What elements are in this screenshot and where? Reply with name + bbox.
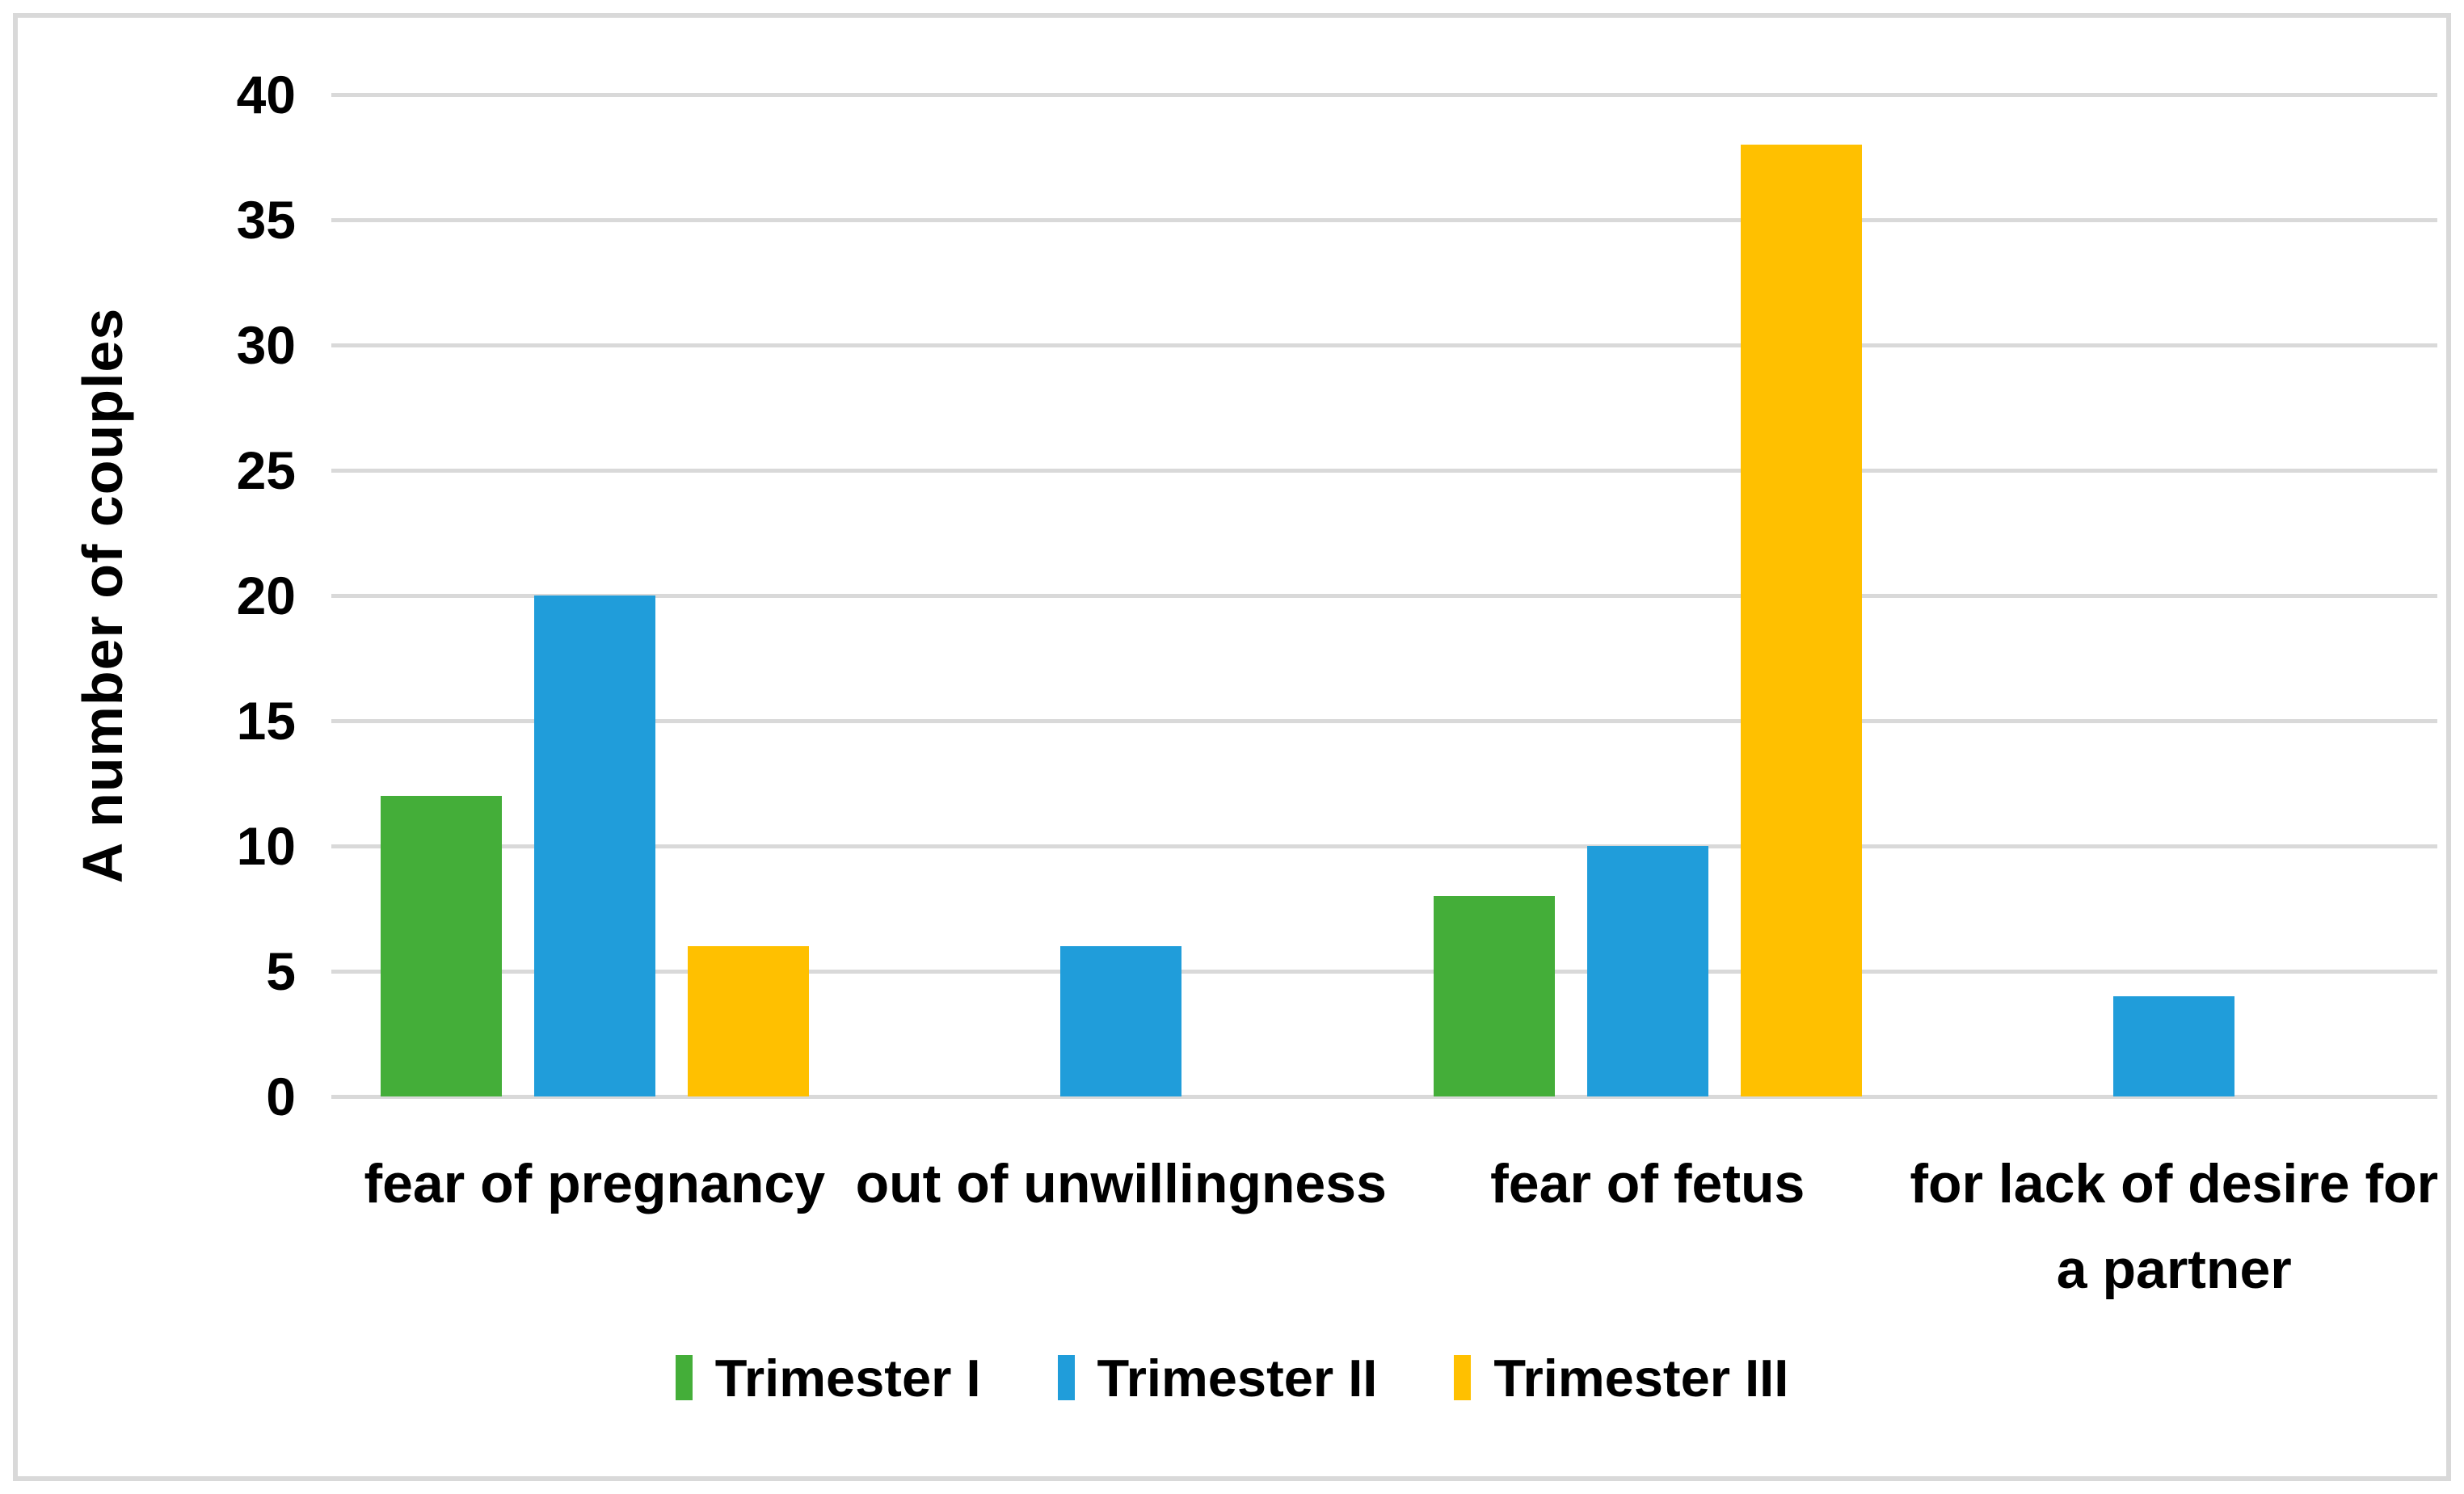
y-tick-label-35: 35 — [236, 190, 296, 250]
y-tick-label-40: 40 — [236, 65, 296, 124]
bar-trimester-iii-fear-of-pregnancy — [687, 946, 809, 1096]
category-label-fear-of-pregnancy: fear of pregnancy — [364, 1153, 826, 1214]
gridline-0 — [331, 1095, 2437, 1099]
category-label-for-lack-of-desire-for: for lack of desire for a partner — [1910, 1153, 2439, 1300]
gridline-20 — [331, 594, 2437, 598]
y-tick-label-20: 20 — [236, 566, 296, 625]
legend-label-trimester-iii: Trimester III — [1493, 1348, 1789, 1408]
gridline-15 — [331, 719, 2437, 723]
category-label-fear-of-fetus: fear of fetus — [1490, 1153, 1805, 1214]
legend-swatch-trimester-ii — [1057, 1355, 1075, 1400]
y-tick-label-15: 15 — [236, 691, 296, 751]
bar-trimester-ii-fear-of-pregnancy — [533, 595, 655, 1096]
bar-trimester-i-fear-of-pregnancy — [380, 796, 502, 1096]
legend-label-trimester-i: Trimester I — [714, 1348, 981, 1408]
gridline-35 — [331, 218, 2437, 222]
y-tick-label-30: 30 — [236, 315, 296, 375]
category-label-out-of-unwillingness: out of unwillingness — [855, 1153, 1387, 1214]
gridline-40 — [331, 93, 2437, 97]
legend-item-trimester-i: Trimester I — [675, 1348, 981, 1408]
chart-frame — [13, 13, 2451, 1481]
gridline-25 — [331, 469, 2437, 473]
y-tick-label-0: 0 — [266, 1067, 296, 1126]
bar-trimester-ii-fear-of-fetus — [1586, 846, 1708, 1096]
bar-trimester-ii-for-lack-of-desire-for — [2113, 996, 2235, 1096]
gridline-10 — [331, 844, 2437, 848]
gridline-30 — [331, 343, 2437, 347]
bar-trimester-iii-fear-of-fetus — [1740, 145, 1862, 1096]
bar-trimester-ii-out-of-unwillingness — [1060, 946, 1182, 1096]
legend-item-trimester-ii: Trimester II — [1057, 1348, 1378, 1408]
y-tick-label-5: 5 — [266, 941, 296, 1001]
legend: Trimester I Trimester II Trimester III — [0, 1337, 2464, 1418]
legend-label-trimester-ii: Trimester II — [1097, 1348, 1378, 1408]
bar-trimester-i-fear-of-fetus — [1433, 896, 1555, 1096]
gridline-5 — [331, 970, 2437, 974]
legend-swatch-trimester-i — [675, 1355, 693, 1400]
y-tick-label-10: 10 — [236, 816, 296, 876]
legend-item-trimester-iii: Trimester III — [1454, 1352, 1788, 1404]
y-tick-label-25: 25 — [236, 440, 296, 500]
legend-swatch-trimester-iii — [1454, 1355, 1472, 1400]
